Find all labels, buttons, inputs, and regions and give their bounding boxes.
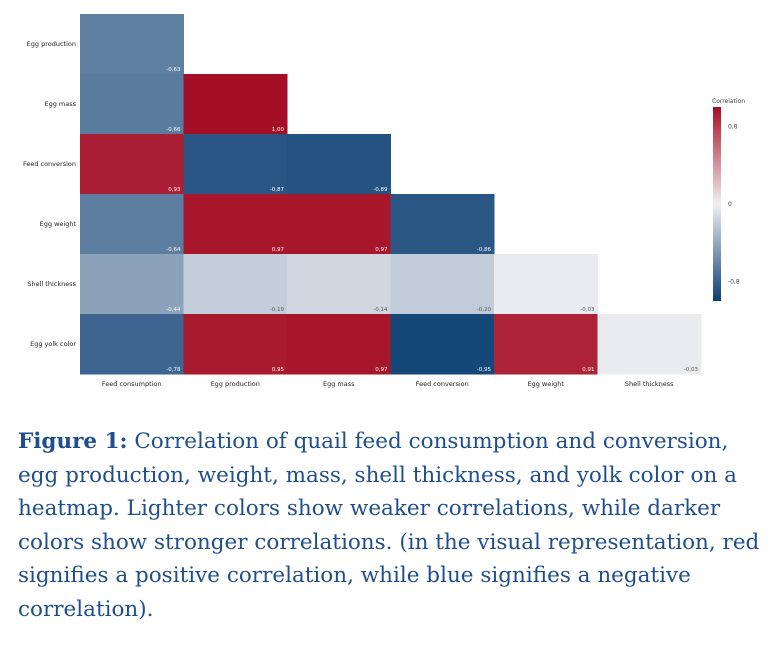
column-labels: Feed consumption Egg production Egg mass Fe… [102,380,674,388]
cell-value-label: -0,78 [166,367,181,373]
heatmap-cell [287,134,391,195]
column-label: Feed consumption [102,380,162,388]
heatmap-cell [80,134,184,195]
row-label: Shell thickness [27,280,76,288]
heatmap-cell [183,254,288,315]
colorbar-title: Correlation [712,98,745,105]
row-label: Egg yolk color [30,340,76,348]
row-label: Egg weight [40,220,77,228]
heatmap-cell [287,194,391,255]
caption-label: Figure 1: [18,429,128,454]
colorbar-ticks: 0,8 0 -0,8 [728,123,740,285]
column-label: Feed conversion [416,380,469,388]
column-label: Shell thickness [625,380,674,388]
column-label: Egg weight [528,380,565,388]
cell-value-label: 0,91 [582,367,594,373]
cell-value-label: -0,03 [580,307,595,313]
heatmap-cell [80,254,184,315]
heatmap-cell [183,314,288,375]
row-label: Egg production [27,40,76,48]
heatmap-cell [287,314,391,375]
cell-value-label: -0,86 [477,247,492,253]
cell-value-label: 0,95 [272,367,285,373]
heatmap-cell [80,194,184,255]
cell-value-label: -0,14 [373,307,388,313]
heatmap-cell [494,254,598,315]
cell-value-label: -0,44 [166,307,181,313]
cell-value-label: -0,87 [270,187,285,193]
colorbar-tick-label: -0,8 [728,279,740,286]
heatmap-cell [597,314,702,375]
heatmap-cells: -0,63 -0,66 1,00 0,93 -0,87 -0,89 -0,64 0,97 0,9… [80,14,702,375]
cell-value-label: 1,00 [272,127,285,133]
heatmap-cell [390,194,495,255]
row-label: Feed conversion [23,160,76,168]
heatmap-cell [80,14,184,75]
cell-value-label: -0,19 [270,307,285,313]
heatmap-cell [80,74,184,135]
colorbar-gradient [713,107,721,301]
colorbar: Correlation 0,8 0 -0,8 [712,98,745,301]
caption-text: Correlation of quail feed consumption an… [18,429,760,622]
heatmap-cell [287,254,391,315]
cell-value-label: -0,95 [477,367,492,373]
cell-value-label: -0,64 [166,247,181,253]
heatmap-cell [183,74,288,135]
cell-value-label: -0,89 [373,187,388,193]
cell-value-label: -0,66 [166,127,181,133]
heatmap-cell [390,254,495,315]
heatmap-cell [183,194,288,255]
cell-value-label: 0,93 [168,187,181,193]
column-label: Egg mass [323,380,355,388]
cell-value-label: -0,20 [477,307,492,313]
column-label: Egg production [211,380,260,388]
heatmap-cell [390,314,495,375]
colorbar-tick-label: 0 [728,201,732,208]
cell-value-label: 0,97 [272,247,285,253]
heatmap-cell [183,134,288,195]
cell-value-label: 0,97 [375,367,388,373]
heatmap-cell [80,314,184,375]
cell-value-label: -0,63 [166,67,181,73]
heatmap-cell [494,314,598,375]
figure-caption: Figure 1: Correlation of quail feed cons… [18,425,768,626]
cell-value-label: 0,97 [375,247,388,253]
colorbar-tick-label: 0,8 [728,123,738,130]
row-labels: Egg production Egg mass Feed conversion Egg… [23,40,77,348]
correlation-heatmap: -0,63 -0,66 1,00 0,93 -0,87 -0,89 -0,64 0,97 0,9… [23,14,745,388]
cell-value-label: -0,03 [684,367,699,373]
row-label: Egg mass [44,100,76,108]
